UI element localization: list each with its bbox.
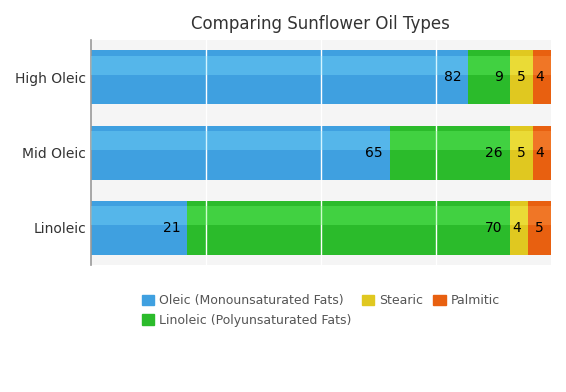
Bar <box>533 131 551 150</box>
Bar <box>509 50 533 105</box>
Text: 70: 70 <box>485 221 503 235</box>
Bar <box>91 201 187 255</box>
Bar <box>187 206 509 225</box>
Bar <box>91 131 390 150</box>
Text: 65: 65 <box>366 146 383 160</box>
Bar <box>528 206 551 225</box>
Bar <box>468 56 509 75</box>
Text: 5: 5 <box>517 146 526 160</box>
Text: 82: 82 <box>444 71 461 84</box>
Bar <box>187 201 509 255</box>
Text: 26: 26 <box>485 146 503 160</box>
Text: 4: 4 <box>535 146 544 160</box>
Bar <box>91 50 468 105</box>
Bar <box>533 56 551 75</box>
Text: 4: 4 <box>512 221 521 235</box>
Title: Comparing Sunflower Oil Types: Comparing Sunflower Oil Types <box>191 15 451 33</box>
Bar <box>509 206 528 225</box>
Bar <box>390 125 509 180</box>
Bar <box>91 56 468 75</box>
Bar <box>533 50 551 105</box>
Bar <box>468 50 509 105</box>
Text: 9: 9 <box>494 71 503 84</box>
Bar <box>533 125 551 180</box>
Bar <box>91 125 390 180</box>
Text: 4: 4 <box>535 71 544 84</box>
Bar <box>390 131 509 150</box>
Bar <box>509 201 528 255</box>
Text: 5: 5 <box>517 71 526 84</box>
Bar <box>509 125 533 180</box>
Text: 5: 5 <box>535 221 544 235</box>
Bar <box>528 201 551 255</box>
Text: 21: 21 <box>163 221 181 235</box>
Bar <box>509 56 533 75</box>
Legend: Oleic (Monounsaturated Fats), Linoleic (Polyunsaturated Fats), Stearic, Palmitic: Oleic (Monounsaturated Fats), Linoleic (… <box>137 289 505 332</box>
Bar <box>91 206 187 225</box>
Bar <box>509 131 533 150</box>
